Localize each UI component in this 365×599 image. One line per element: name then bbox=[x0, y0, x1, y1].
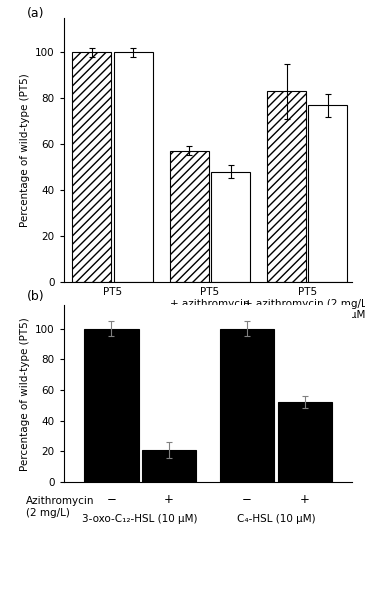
Bar bbox=[211, 171, 250, 282]
Text: (a): (a) bbox=[26, 7, 44, 20]
Bar bbox=[267, 91, 306, 282]
Text: Azithromycin
(2 mg/L): Azithromycin (2 mg/L) bbox=[26, 497, 95, 518]
Text: C₄-HSL (10 μM): C₄-HSL (10 μM) bbox=[237, 514, 315, 524]
Bar bbox=[114, 52, 153, 282]
Bar bbox=[84, 328, 138, 482]
Bar bbox=[170, 151, 209, 282]
Text: −: − bbox=[107, 493, 116, 506]
Y-axis label: Percentage of wild-type (PT5): Percentage of wild-type (PT5) bbox=[20, 317, 30, 471]
Text: −: − bbox=[242, 493, 252, 506]
Y-axis label: Percentage of wild-type (PT5): Percentage of wild-type (PT5) bbox=[20, 73, 30, 226]
Text: 3-oxo-C₁₂-HSL (10 μM): 3-oxo-C₁₂-HSL (10 μM) bbox=[82, 514, 198, 524]
Bar bbox=[142, 450, 196, 482]
Bar bbox=[278, 403, 332, 482]
Text: +: + bbox=[164, 493, 174, 506]
Text: +: + bbox=[300, 493, 310, 506]
Bar bbox=[72, 52, 111, 282]
Bar bbox=[220, 328, 274, 482]
Text: (b): (b) bbox=[26, 289, 44, 302]
Bar bbox=[308, 105, 347, 282]
